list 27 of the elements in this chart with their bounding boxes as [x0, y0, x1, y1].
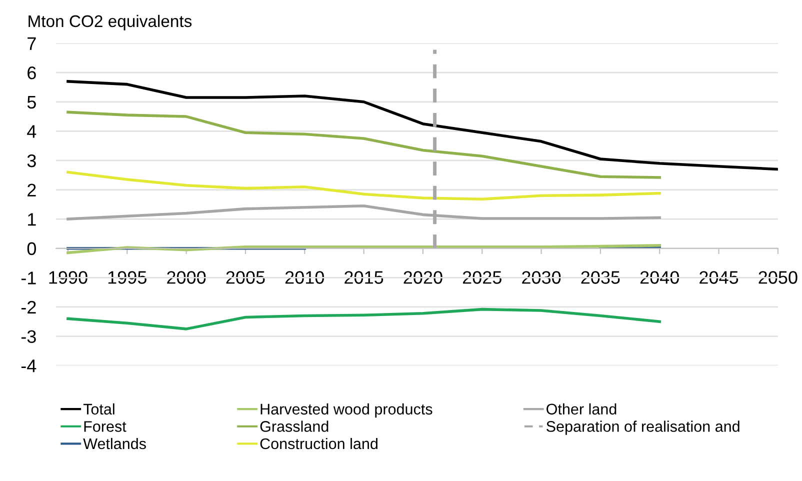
legend-label: Forest — [84, 421, 126, 432]
y-tick-label: 3 — [27, 154, 36, 168]
x-tick-label: 2050 — [758, 271, 798, 284]
y-tick-label: 4 — [27, 125, 36, 138]
y-tick-label: 6 — [28, 66, 36, 80]
line-series — [66, 110, 661, 179]
y-tick-label: -2 — [21, 300, 36, 314]
legend-label: Total — [83, 403, 114, 415]
line-series — [66, 244, 661, 254]
legend-label: Harvested wood products — [260, 403, 432, 418]
y-tick-label: -3 — [21, 330, 36, 343]
y-tick-label: 2 — [28, 184, 36, 196]
y-axis-title: Mton CO2 equivalents — [28, 14, 192, 30]
y-tick-label: 5 — [27, 96, 36, 109]
legend-label: Wetlands — [83, 438, 146, 450]
legend-label: Other land — [546, 403, 616, 415]
y-tick-label: 0 — [27, 242, 36, 256]
y-tick-label: 7 — [28, 37, 36, 50]
y-tick-label: -4 — [21, 360, 36, 372]
legend-label: Construction land — [260, 438, 378, 450]
y-tick-label: -1 — [21, 272, 36, 284]
legend-label: Grassland — [260, 420, 328, 432]
line-series — [66, 170, 661, 201]
line-series — [66, 80, 778, 171]
y-tick-label: 1 — [28, 213, 36, 226]
line-series — [66, 308, 661, 330]
legend-label: Separation of realisation and — [546, 420, 740, 435]
